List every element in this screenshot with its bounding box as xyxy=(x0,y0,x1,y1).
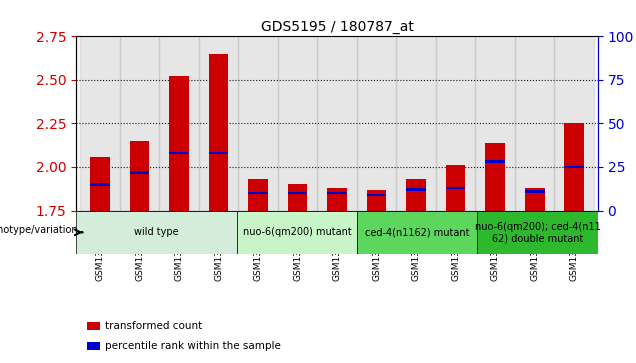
Bar xyxy=(525,188,544,211)
Bar xyxy=(159,36,199,211)
Bar xyxy=(525,190,544,193)
Text: genotype/variation: genotype/variation xyxy=(0,225,79,235)
Bar xyxy=(199,36,238,211)
Bar xyxy=(396,36,436,211)
Bar xyxy=(485,143,505,211)
Bar xyxy=(317,36,357,211)
Bar xyxy=(130,171,149,174)
Bar xyxy=(76,211,237,254)
Bar xyxy=(436,36,475,211)
Bar xyxy=(367,193,387,196)
Text: ced-4(n1162) mutant: ced-4(n1162) mutant xyxy=(365,227,469,237)
Bar xyxy=(248,192,268,195)
Bar xyxy=(120,36,159,211)
Bar xyxy=(209,152,228,154)
Title: GDS5195 / 180787_at: GDS5195 / 180787_at xyxy=(261,20,413,34)
Bar xyxy=(86,342,100,350)
Bar xyxy=(446,187,466,189)
Bar xyxy=(327,192,347,195)
Text: wild type: wild type xyxy=(134,227,179,237)
Text: nuo-6(qm200) mutant: nuo-6(qm200) mutant xyxy=(242,227,351,237)
Bar xyxy=(90,183,110,186)
Bar xyxy=(130,141,149,211)
Bar xyxy=(209,54,228,211)
Bar xyxy=(475,36,515,211)
Bar xyxy=(80,36,120,211)
Bar xyxy=(327,188,347,211)
Bar xyxy=(169,76,189,211)
Text: percentile rank within the sample: percentile rank within the sample xyxy=(105,341,281,351)
Bar xyxy=(357,211,478,254)
Bar xyxy=(478,211,598,254)
Bar xyxy=(555,36,594,211)
Text: transformed count: transformed count xyxy=(105,321,202,331)
Bar xyxy=(367,189,387,211)
Bar xyxy=(238,36,278,211)
Bar xyxy=(564,166,584,168)
Bar xyxy=(406,179,426,211)
Bar xyxy=(169,152,189,154)
Bar xyxy=(357,36,396,211)
Bar xyxy=(86,322,100,330)
Bar xyxy=(446,165,466,211)
Bar xyxy=(485,160,505,163)
Bar xyxy=(237,211,357,254)
Bar xyxy=(278,36,317,211)
Bar xyxy=(287,184,307,211)
Text: nuo-6(qm200); ced-4(n11
62) double mutant: nuo-6(qm200); ced-4(n11 62) double mutan… xyxy=(475,221,600,243)
Bar xyxy=(90,156,110,211)
Bar xyxy=(406,188,426,191)
Bar xyxy=(564,123,584,211)
Bar xyxy=(515,36,555,211)
Bar xyxy=(287,192,307,195)
Bar xyxy=(248,179,268,211)
